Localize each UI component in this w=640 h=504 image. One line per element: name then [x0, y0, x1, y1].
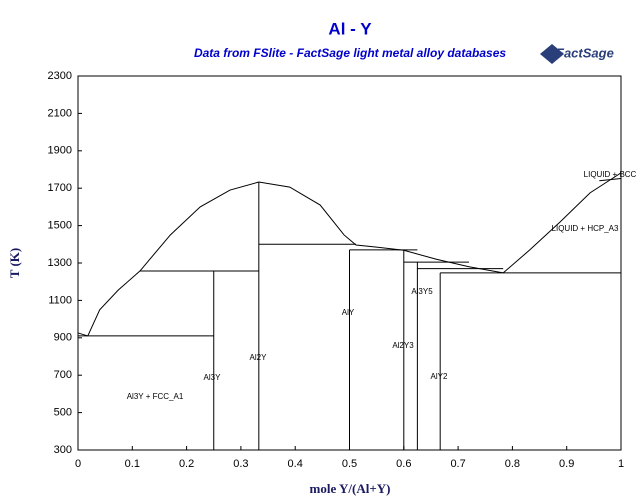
phase-boundary	[599, 177, 622, 182]
logo-text: FactSage	[556, 45, 614, 60]
x-tick-label: 1	[618, 458, 624, 470]
phase-label: LIQUID + HCP_A3	[552, 224, 619, 233]
x-tick-label: 0.9	[559, 458, 574, 470]
y-tick-label: 1700	[48, 182, 72, 194]
x-tick-label: 0	[75, 458, 81, 470]
y-tick-label: 1900	[48, 145, 72, 157]
x-axis-label: mole Y/(Al+Y)	[310, 481, 391, 496]
x-tick-label: 0.4	[288, 458, 303, 470]
x-tick-label: 0.8	[505, 458, 520, 470]
y-tick-label: 900	[54, 332, 72, 344]
y-tick-label: 1300	[48, 257, 72, 269]
y-tick-label: 500	[54, 407, 72, 419]
phase-label: Al2Y3	[392, 341, 414, 350]
logo: FactSage	[540, 44, 614, 64]
x-tick-label: 0.2	[179, 458, 194, 470]
y-tick-label: 2100	[48, 107, 72, 119]
phase-label: Al2Y	[250, 353, 268, 362]
x-tick-label: 0.7	[450, 458, 465, 470]
phase-label: AlY2	[431, 372, 448, 381]
y-tick-label: 2300	[48, 70, 72, 82]
x-tick-label: 0.6	[396, 458, 411, 470]
x-tick-label: 0.5	[342, 458, 357, 470]
x-tick-label: 0.3	[233, 458, 248, 470]
chart-title: Al - Y	[328, 19, 372, 38]
y-tick-label: 300	[54, 444, 72, 456]
phase-label: AlY	[342, 308, 355, 317]
chart-subtitle: Data from FSlite - FactSage light metal …	[194, 46, 506, 60]
y-tick-label: 1500	[48, 220, 72, 232]
x-tick-label: 0.1	[125, 458, 140, 470]
phase-label: Al3Y5	[411, 287, 433, 296]
logo-icon	[540, 44, 564, 64]
y-tick-label: 700	[54, 369, 72, 381]
phase-label: Al3Y + FCC_A1	[127, 392, 184, 401]
y-axis-label: T (K)	[7, 248, 22, 278]
y-tick-label: 1100	[48, 294, 72, 306]
phase-boundary	[87, 181, 504, 337]
phase-label: LIQUID + BCC	[584, 170, 637, 179]
phase-label: Al3Y	[204, 373, 222, 382]
phase-boundary	[502, 172, 622, 274]
